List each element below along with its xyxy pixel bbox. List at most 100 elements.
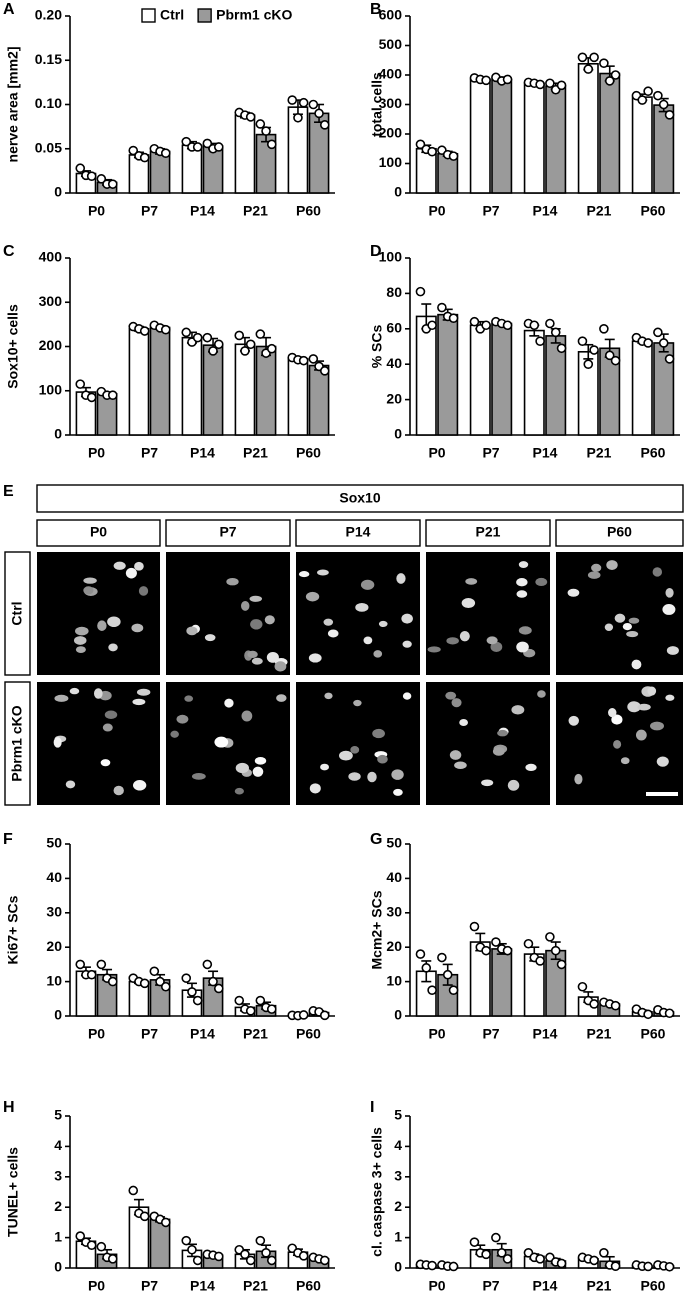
cell-nucleus: [665, 694, 675, 701]
y-tick-label: 20: [46, 938, 62, 954]
cell-nucleus: [134, 561, 144, 571]
data-point: [75, 163, 86, 174]
data-point: [86, 392, 97, 403]
data-point: [610, 1261, 621, 1271]
x-tick-label: P14: [190, 203, 215, 219]
data-point: [502, 320, 513, 331]
data-point: [266, 1255, 277, 1266]
x-tick-label: P7: [141, 445, 158, 461]
data-point: [664, 354, 675, 364]
cell-nucleus: [396, 573, 406, 584]
cell-nucleus: [656, 756, 669, 767]
y-tick-label: 0: [54, 184, 62, 200]
cell-nucleus: [402, 640, 412, 648]
y-tick-label: 400: [39, 249, 63, 265]
y-tick-label: 40: [46, 869, 62, 885]
cell-nucleus: [665, 587, 674, 598]
data-point: [589, 1255, 599, 1266]
data-point: [421, 963, 432, 973]
cell-nucleus: [626, 630, 639, 638]
data-point: [139, 326, 150, 336]
cell-nucleus: [620, 757, 630, 765]
data-point: [245, 1006, 256, 1016]
cell-nucleus: [102, 723, 113, 732]
data-point: [255, 329, 266, 339]
bar: [255, 345, 277, 436]
column-header-box: [555, 519, 684, 547]
panel-letter: G: [370, 831, 382, 848]
data-point: [160, 981, 171, 992]
cell-nucleus: [537, 690, 546, 698]
data-point: [192, 332, 203, 343]
y-axis-label: Mcm2+ SCs: [369, 890, 385, 969]
x-tick-label: P60: [296, 445, 321, 461]
data-point: [469, 1237, 480, 1247]
x-tick-label: P60: [641, 1278, 666, 1294]
row-header: Ctrl: [9, 601, 25, 625]
x-tick-label: P60: [641, 1026, 666, 1042]
cell-nucleus: [266, 651, 279, 663]
cell-nucleus: [131, 623, 144, 633]
data-point: [599, 58, 609, 69]
micrograph: [426, 682, 550, 805]
x-tick-label: P60: [296, 203, 321, 219]
column-header: P60: [607, 524, 632, 540]
y-tick-label: 0.20: [35, 7, 62, 23]
data-point: [427, 985, 437, 996]
bar: [599, 72, 621, 194]
x-tick-label: P21: [243, 1278, 268, 1294]
x-tick-label: P7: [482, 1026, 499, 1042]
x-tick-label: P7: [482, 445, 499, 461]
data-point: [502, 1254, 513, 1264]
data-point: [149, 966, 160, 977]
cell-nucleus: [652, 567, 663, 577]
cell-nucleus: [252, 766, 264, 777]
x-tick-label: P0: [428, 445, 445, 461]
cell-nucleus: [241, 710, 253, 722]
y-axis-label: cl. caspase 3+ cells: [369, 1127, 385, 1257]
cell-nucleus: [184, 695, 194, 702]
data-point: [496, 1248, 507, 1258]
data-point: [240, 346, 250, 356]
cell-nucleus: [97, 620, 107, 631]
cell-nucleus: [353, 699, 362, 707]
cell-nucleus: [274, 661, 287, 672]
data-point: [448, 151, 459, 161]
panel-letter: B: [370, 1, 382, 18]
data-point: [181, 1235, 192, 1246]
data-point: [181, 327, 192, 338]
data-point: [213, 339, 224, 350]
data-point: [319, 1255, 330, 1266]
y-tick-label: 10: [386, 972, 402, 988]
bar: [181, 144, 203, 194]
data-point: [308, 99, 319, 110]
cell-nucleus: [666, 646, 679, 655]
y-axis-label: Ki67+ SCs: [5, 895, 21, 964]
cell-nucleus: [226, 577, 239, 586]
data-point: [491, 937, 501, 947]
cell-nucleus: [631, 659, 642, 670]
cell-nucleus: [241, 600, 250, 611]
cell-nucleus: [54, 694, 69, 702]
data-point: [319, 120, 330, 130]
data-point: [298, 1251, 309, 1261]
cell-nucleus: [647, 686, 657, 696]
data-point: [502, 74, 513, 85]
x-tick-label: P21: [587, 1278, 612, 1294]
data-point: [653, 327, 663, 338]
y-tick-label: 40: [386, 355, 402, 371]
cell-nucleus: [427, 646, 441, 653]
y-tick-label: 0: [54, 1007, 62, 1023]
x-tick-label: P0: [428, 1278, 445, 1294]
x-tick-label: P7: [141, 1278, 158, 1294]
data-point: [234, 330, 245, 341]
cell-nucleus: [490, 641, 503, 653]
x-tick-label: P0: [88, 203, 105, 219]
cell-nucleus: [214, 736, 229, 748]
bar: [491, 78, 513, 194]
y-tick-label: 2: [54, 1198, 62, 1214]
cell-nucleus: [518, 626, 532, 635]
data-point: [314, 108, 324, 119]
data-point: [583, 64, 594, 74]
x-tick-label: P7: [482, 203, 499, 219]
